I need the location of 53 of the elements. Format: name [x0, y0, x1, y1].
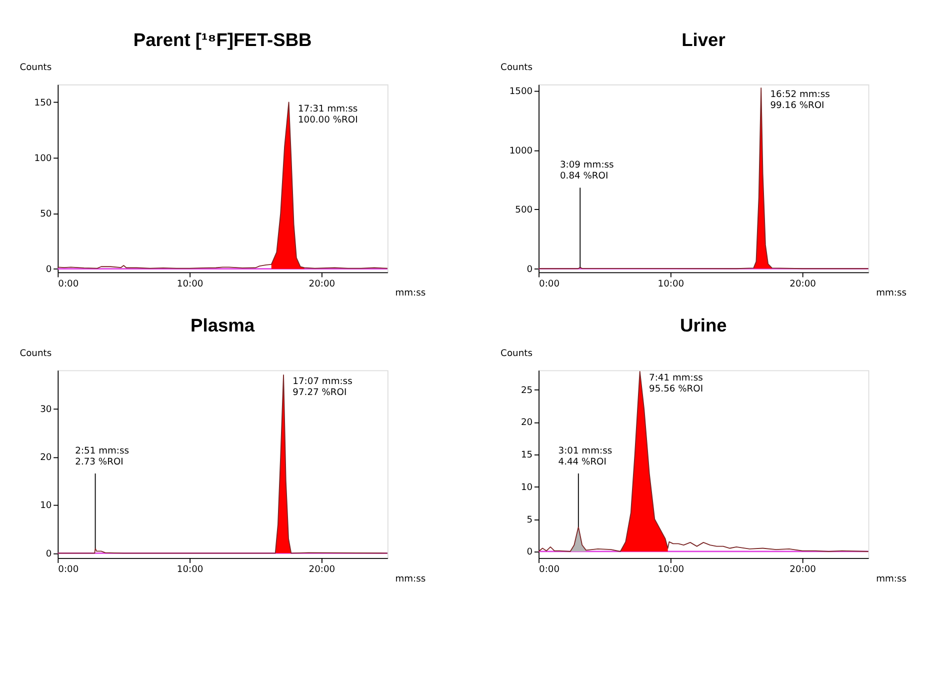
y-tick-label: 20: [40, 453, 52, 464]
x-tick-label: 0:00: [58, 565, 79, 576]
x-tick-label: 10:00: [658, 279, 684, 290]
x-tick-label: 10:00: [658, 565, 684, 576]
x-tick-label: 0:00: [58, 279, 79, 290]
y-tick-label: 1500: [509, 87, 533, 98]
line-series: [57, 102, 388, 269]
annotation: 2:51 mm:ss 2.73 %ROI: [75, 446, 130, 468]
y-tick-label: 50: [40, 210, 52, 220]
y-tick-label: 0: [526, 548, 533, 558]
y-tick-label: 15: [520, 450, 533, 461]
y-tick-label: 5: [526, 515, 533, 526]
y-tick-label: 20: [520, 418, 533, 428]
y-tick-label: 0: [46, 265, 52, 276]
chart-title: Liver: [682, 28, 726, 50]
y-tick-label: 100: [34, 154, 52, 164]
x-tick-label: 10:00: [176, 565, 204, 576]
y-axis-title: Counts: [20, 63, 52, 74]
x-tick-label: 20:00: [790, 565, 816, 576]
chart-title: Plasma: [190, 314, 256, 336]
y-tick-label: 0: [526, 264, 533, 275]
x-tick-label: 10:00: [176, 279, 204, 290]
annotation: 7:41 mm:ss 95.56 %ROI: [649, 374, 704, 395]
x-tick-label: 0:00: [539, 279, 560, 290]
y-axis-title: Counts: [500, 349, 533, 360]
line-series: [538, 88, 869, 270]
line-series: [538, 371, 869, 552]
y-tick-label: 25: [520, 386, 533, 396]
x-tick-label: 0:00: [539, 565, 560, 576]
x-axis-title: mm:ss: [395, 574, 426, 584]
chart-title: Urine: [680, 314, 727, 336]
chart-title: Parent [¹⁸F]FET-SBB: [133, 28, 312, 50]
x-axis-title: mm:ss: [395, 288, 426, 299]
x-axis-title: mm:ss: [876, 574, 907, 584]
annotation: 17:31 mm:ss 100.00 %ROI: [298, 104, 358, 126]
y-axis-title: Counts: [20, 349, 52, 360]
annotation: 3:09 mm:ss 0.84 %ROI: [560, 160, 614, 182]
line-series: [57, 374, 388, 554]
y-tick-label: 10: [520, 482, 533, 493]
y-tick-label: 150: [34, 98, 52, 108]
y-tick-label: 1000: [509, 146, 533, 156]
annotation: 3:01 mm:ss 4.44 %ROI: [558, 446, 612, 468]
x-axis-title: mm:ss: [876, 288, 907, 299]
y-tick-label: 30: [40, 404, 52, 415]
x-tick-label: 20:00: [308, 565, 336, 576]
y-axis-title: Counts: [500, 63, 533, 74]
annotation: 16:52 mm:ss 99.16 %ROI: [770, 90, 830, 112]
x-tick-label: 20:00: [790, 279, 816, 290]
y-tick-label: 500: [515, 206, 533, 216]
y-tick-label: 10: [40, 501, 52, 512]
x-tick-label: 20:00: [308, 279, 336, 290]
y-tick-label: 0: [46, 549, 52, 560]
annotation: 17:07 mm:ss 97.27 %ROI: [292, 377, 353, 398]
